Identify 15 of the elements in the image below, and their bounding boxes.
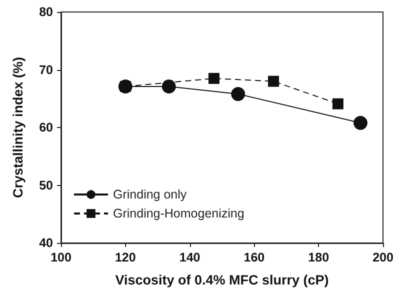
x-axis-title: Viscosity of 0.4% MFC slurry (cP) [115, 272, 329, 288]
x-tick-label: 100 [50, 250, 72, 264]
y-tick-label: 80 [39, 5, 54, 19]
legend-label: Grinding-Homogenizing [113, 206, 244, 220]
x-tick-label: 180 [308, 250, 330, 264]
y-tick-label: 40 [39, 236, 54, 250]
x-tick-label: 120 [114, 250, 136, 264]
legend-label: Grinding only [113, 188, 188, 202]
x-tick-label: 160 [244, 250, 265, 264]
x-tick-label: 200 [372, 250, 394, 264]
x-tick-label: 140 [179, 250, 200, 264]
y-axis-title: Crystallinity index (%) [10, 56, 26, 198]
y-tick-label: 60 [39, 120, 54, 134]
y-tick-label: 50 [39, 178, 54, 192]
y-tick-label: 70 [39, 62, 54, 77]
